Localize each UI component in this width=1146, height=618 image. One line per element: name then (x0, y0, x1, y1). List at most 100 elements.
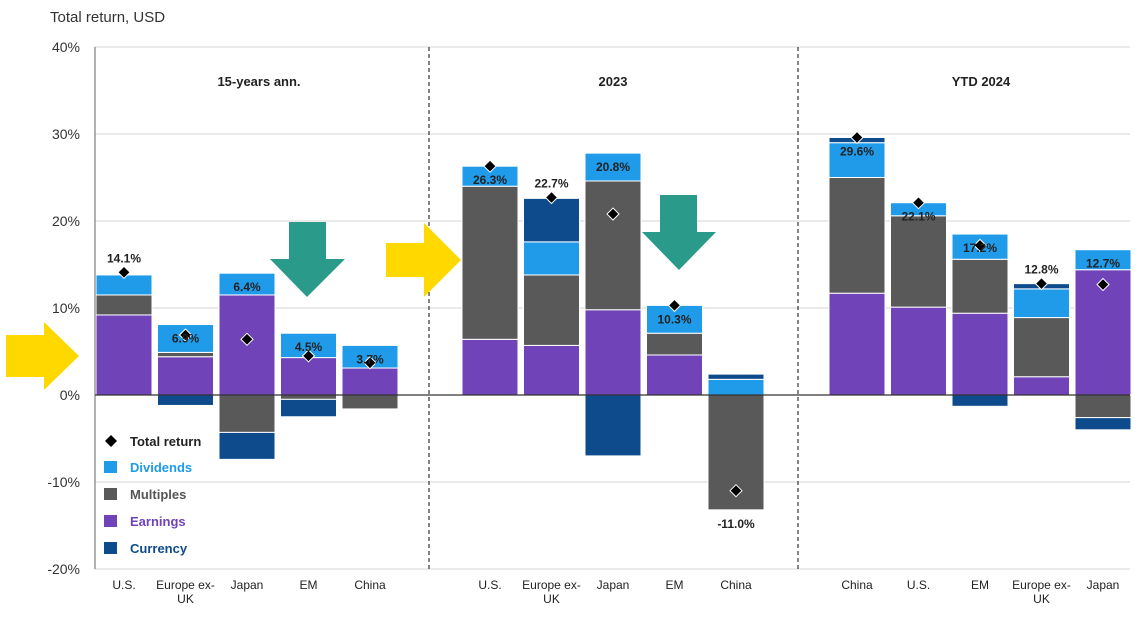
data-label: 3.7% (356, 352, 384, 366)
panel-title: 15-years ann. (217, 74, 300, 89)
bar-segment-dividends (828, 142, 886, 178)
bar-segment-dividends (584, 152, 642, 182)
total-return-marker (911, 196, 926, 210)
chart-title: Total return, USD (50, 9, 166, 26)
total-return-marker (850, 130, 864, 145)
total-return-marker (544, 190, 559, 205)
legend-swatch-earnings (104, 515, 117, 527)
total-return-marker (483, 159, 497, 173)
data-label: 20.8% (596, 160, 630, 174)
teal-arrow-down-icon (270, 222, 345, 297)
bar-segment-earnings (646, 354, 703, 396)
bar-segment-multiples (341, 394, 399, 410)
total-return-marker (178, 328, 193, 342)
bar-segment-dividends (707, 378, 765, 396)
total-return-marker (363, 356, 377, 370)
data-label: 10.3% (657, 312, 691, 326)
x-category-label: Europe ex- (522, 578, 581, 592)
total-return-marker (606, 207, 620, 221)
total-return-marker (240, 332, 254, 347)
x-category-label: Europe ex- (1012, 578, 1071, 592)
legend-label: Multiples (130, 487, 186, 502)
total-return-marker (973, 238, 987, 253)
legend-marker-total-return (105, 435, 117, 447)
bar-segment-currency (707, 373, 765, 380)
bar-segment-earnings (280, 357, 337, 396)
bar-segment-earnings (157, 356, 214, 396)
x-category-label: China (354, 578, 386, 592)
bar-segment-earnings (523, 344, 580, 396)
data-label: 22.1% (901, 210, 935, 224)
data-label: 14.1% (107, 251, 141, 265)
bar-segment-multiples (584, 180, 642, 311)
bar-segment-multiples (523, 274, 580, 346)
bar-segment-earnings (951, 312, 1009, 396)
x-category-label: China (720, 578, 752, 592)
data-label: 17.2% (963, 241, 997, 255)
bar-segment-earnings (1013, 376, 1070, 396)
y-tick-label: 40% (52, 39, 80, 55)
bar-segment-multiples (280, 394, 337, 400)
teal-arrow-down-icon (642, 195, 716, 270)
legend-label: Total return (130, 434, 201, 449)
data-label: -11.0% (717, 517, 755, 531)
x-category-label: U.S. (907, 578, 930, 592)
yellow-arrow-right-icon (386, 223, 461, 297)
y-tick-label: -20% (47, 561, 80, 577)
yellow-arrow-right-icon (6, 322, 79, 390)
bar-segment-earnings (828, 292, 886, 396)
bar-segment-earnings (584, 309, 642, 396)
bar-segment-multiples (1074, 394, 1132, 419)
y-tick-label: 30% (52, 126, 80, 142)
y-tick-label: 20% (52, 213, 80, 229)
data-label: 29.6% (840, 144, 874, 158)
legend-swatch-dividends (104, 461, 117, 473)
bar-segment-earnings (95, 314, 153, 396)
total-return-marker (667, 298, 682, 313)
data-label: 6.4% (233, 280, 261, 294)
x-category-label: UK (543, 592, 560, 606)
bar-segment-currency (1074, 417, 1132, 431)
bar-segment-dividends (1074, 249, 1132, 271)
bar-segment-multiples (95, 294, 153, 316)
data-label: 12.7% (1086, 257, 1120, 271)
y-tick-label: 0% (60, 387, 80, 403)
legend-swatch-multiples (104, 488, 117, 500)
x-category-label: U.S. (112, 578, 135, 592)
data-label: 12.8% (1024, 263, 1058, 277)
legend-label: Dividends (130, 460, 192, 475)
bar-segment-earnings (461, 338, 519, 396)
bar-segment-dividends (523, 241, 580, 276)
x-category-label: EM (300, 578, 318, 592)
legend-swatch-currency (104, 542, 117, 554)
bar-segment-dividends (218, 272, 276, 296)
bar-segment-earnings (890, 306, 947, 396)
total-return-marker (1096, 277, 1110, 292)
x-category-label: EM (666, 578, 684, 592)
bar-segment-currency (157, 394, 214, 406)
bar-segment-currency (280, 398, 337, 418)
bar-segment-multiples (157, 351, 214, 358)
bar-segment-currency (584, 394, 642, 457)
x-category-label: Japan (231, 578, 264, 592)
total-return-marker (117, 265, 131, 280)
data-label: 26.3% (473, 173, 507, 187)
data-label: 4.5% (295, 340, 323, 354)
bar-segment-currency (218, 431, 276, 460)
x-category-label: Japan (597, 578, 630, 592)
bar-segment-multiples (461, 185, 519, 340)
total-return-marker (1034, 276, 1049, 291)
y-tick-label: -10% (47, 474, 80, 490)
x-category-label: UK (177, 592, 194, 606)
x-category-label: U.S. (478, 578, 501, 592)
bar-segment-multiples (951, 258, 1009, 314)
total-return-marker (729, 483, 743, 498)
bar-segment-multiples (828, 177, 886, 294)
x-category-label: China (841, 578, 873, 592)
bar-segment-earnings (341, 367, 399, 396)
bar-segment-currency (523, 197, 580, 243)
panel-title: 2023 (599, 74, 628, 89)
panel-title: YTD 2024 (952, 74, 1011, 89)
x-category-label: EM (971, 578, 989, 592)
